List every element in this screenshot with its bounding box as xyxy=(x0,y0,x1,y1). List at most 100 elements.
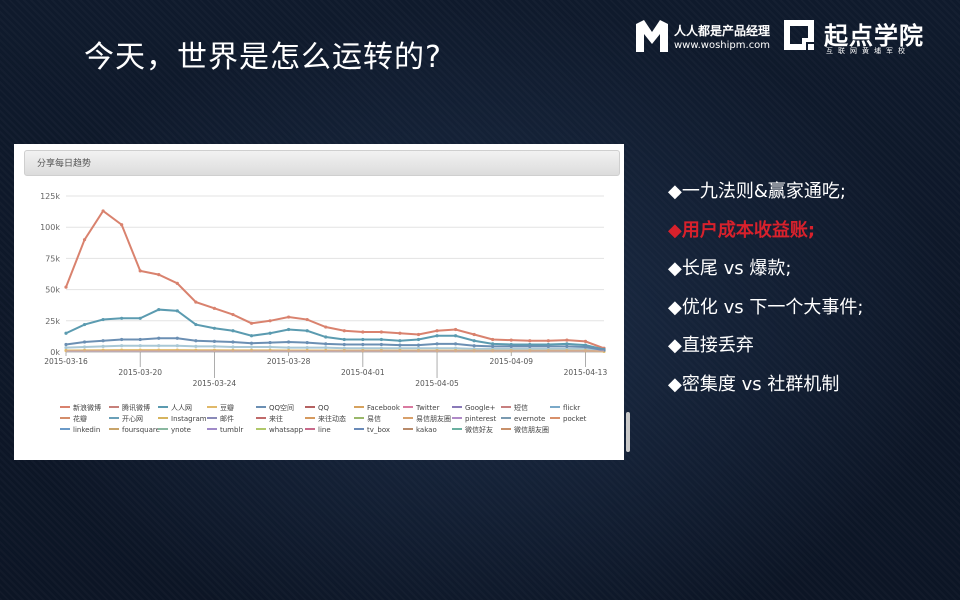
data-point xyxy=(194,322,198,327)
chart-panel: 分享每日趋势 0k 25k 50k 75k 100k 125k 2015-03-16 2015… xyxy=(14,144,630,460)
data-point xyxy=(324,335,328,339)
data-point xyxy=(138,269,142,273)
data-point xyxy=(416,346,421,350)
chart-scrollbar[interactable] xyxy=(626,412,630,452)
legend-label: line xyxy=(318,426,331,434)
legend-label: 花瓣 xyxy=(73,414,87,423)
data-point xyxy=(491,337,495,342)
data-point xyxy=(175,344,179,348)
data-point xyxy=(212,344,217,348)
data-point xyxy=(342,337,346,342)
data-point xyxy=(453,327,458,332)
data-point xyxy=(231,340,235,344)
data-point xyxy=(287,327,291,332)
data-point xyxy=(398,331,402,335)
data-point xyxy=(249,345,254,349)
data-point xyxy=(491,342,495,346)
series-line xyxy=(65,308,605,351)
series-line xyxy=(65,209,605,350)
data-point xyxy=(287,340,291,344)
x-tick-label: 2015-03-20 xyxy=(118,368,162,377)
legend-label: linkedin xyxy=(73,426,100,434)
bullet-list: ◆一九法则&赢家通吃; ◆用户成本收益账; ◆长尾 vs 爆款; ◆优化 vs 下一个… xyxy=(668,178,863,409)
x-tick-label: 2015-04-05 xyxy=(415,379,459,388)
y-tick-label: 0k xyxy=(50,348,60,357)
legend-label: 微信朋友圈 xyxy=(514,425,549,434)
data-point xyxy=(175,281,179,285)
qidian-name: 起点学院 xyxy=(824,22,924,50)
data-point xyxy=(416,343,421,347)
data-point xyxy=(324,346,328,350)
data-point xyxy=(491,344,495,348)
slide-title: 今天，世界是怎么运转的? xyxy=(84,40,442,75)
legend-label: 短信 xyxy=(514,403,528,412)
y-tick-label: 100k xyxy=(40,223,60,232)
data-point xyxy=(64,346,68,350)
data-point xyxy=(361,330,365,334)
data-point xyxy=(249,341,254,345)
data-point xyxy=(138,316,142,320)
data-point xyxy=(398,339,402,343)
data-point xyxy=(194,300,198,304)
bullet-item: ◆密集度 vs 社群机制 xyxy=(668,373,840,395)
data-point xyxy=(82,238,87,242)
chart-header: 分享每日趋势 xyxy=(24,150,620,176)
data-point xyxy=(64,331,68,335)
data-point xyxy=(472,332,476,337)
y-tick-label: 125k xyxy=(40,192,60,201)
data-point xyxy=(361,337,365,342)
data-point xyxy=(324,325,328,329)
data-point xyxy=(157,307,161,312)
bullet-item: ◆优化 vs 下一个大事件; xyxy=(668,296,864,318)
legend-label: 邮件 xyxy=(220,414,234,423)
qidian-subtitle: 互联网黄埔军校 xyxy=(826,47,910,55)
data-point xyxy=(565,342,569,346)
legend-label: ynote xyxy=(171,426,191,434)
legend-label: 豆瓣 xyxy=(220,403,234,412)
data-point xyxy=(379,337,383,342)
legend-label: QQ空间 xyxy=(269,403,294,412)
legend-label: 人人网 xyxy=(171,404,192,412)
legend-label: 腾讯微博 xyxy=(122,403,150,412)
data-point xyxy=(287,346,291,350)
legend-label: foursquare xyxy=(122,426,160,434)
data-point xyxy=(453,334,458,338)
data-point xyxy=(268,341,272,345)
data-point xyxy=(64,342,68,347)
data-point xyxy=(416,332,421,337)
legend-label: pinterest xyxy=(465,415,497,423)
data-point xyxy=(546,339,550,343)
data-point xyxy=(120,316,124,320)
legend-label: evernote xyxy=(514,415,545,423)
legend-label: 易信 xyxy=(367,414,381,423)
data-point xyxy=(342,329,346,333)
data-point xyxy=(157,336,161,340)
data-point xyxy=(379,342,383,347)
data-point xyxy=(398,343,402,347)
y-tick-label: 75k xyxy=(45,254,60,263)
data-point xyxy=(175,336,179,340)
data-point xyxy=(120,223,124,227)
legend-label: QQ xyxy=(318,404,330,412)
bullet-item: ◆长尾 vs 爆款; xyxy=(668,258,792,279)
data-point xyxy=(82,345,87,349)
legend-label: flickr xyxy=(563,404,580,412)
data-point xyxy=(138,344,142,348)
legend-label: 微信好友 xyxy=(465,425,493,434)
data-point xyxy=(212,306,217,310)
data-point xyxy=(231,329,235,333)
data-point xyxy=(565,338,569,342)
data-point xyxy=(305,317,309,322)
chart-title: 分享每日趋势 xyxy=(37,159,92,169)
data-point xyxy=(268,319,272,323)
data-point xyxy=(435,342,439,346)
data-point xyxy=(101,344,105,348)
data-point xyxy=(528,344,532,348)
data-point xyxy=(528,339,532,343)
x-tick-label: 2015-03-28 xyxy=(267,357,311,366)
legend-label: tumblr xyxy=(220,426,243,434)
data-point xyxy=(268,345,272,349)
data-point xyxy=(379,330,383,334)
data-point xyxy=(379,346,383,350)
data-point xyxy=(342,346,346,350)
